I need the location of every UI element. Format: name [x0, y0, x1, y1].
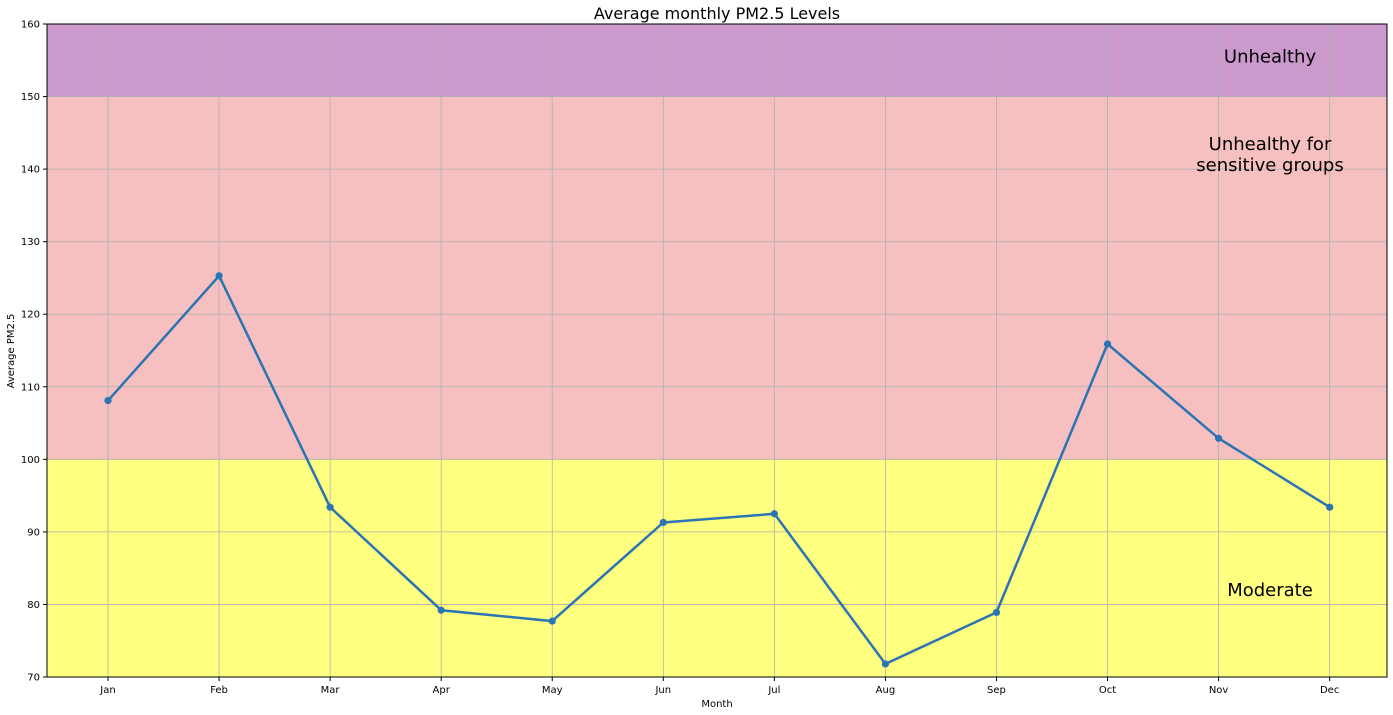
y-axis-ticks: 70 80 90 100 110 120 130 140 150 160: [21, 20, 47, 684]
y-tick-label: 100: [21, 455, 40, 466]
x-axis-label: Month: [701, 699, 732, 710]
data-point-mar: [326, 503, 334, 511]
series-layer: [104, 272, 1334, 668]
data-point-dec: [1326, 503, 1334, 511]
data-point-apr: [437, 606, 445, 614]
x-tick-label-sep: Sep: [987, 685, 1006, 696]
data-point-jun: [659, 518, 667, 527]
aqi-band-1: [47, 96, 1387, 460]
x-tick-label-mar: Mar: [321, 685, 341, 696]
data-point-nov: [1215, 434, 1223, 442]
data-point-feb: [215, 272, 223, 280]
y-tick-label: 160: [21, 20, 40, 31]
aqi-band-2: [47, 24, 1387, 97]
y-tick-label: 140: [21, 165, 40, 176]
x-tick-label-oct: Oct: [1099, 685, 1116, 696]
data-point-oct: [1103, 340, 1112, 348]
x-tick-label-nov: Nov: [1209, 685, 1229, 696]
data-point-jul: [770, 510, 778, 518]
data-point-may: [548, 617, 556, 625]
plot-frame: [46, 23, 1388, 678]
y-tick-label: 80: [27, 600, 40, 611]
chart-title: Average monthly PM2.5 Levels: [594, 4, 840, 23]
data-point-aug: [881, 660, 890, 668]
x-tick-label-dec: Dec: [1320, 685, 1339, 696]
x-tick-label-apr: Apr: [433, 685, 451, 696]
y-axis-label: Average PM2.5: [6, 314, 17, 389]
band-label-1-0: Unhealthy for: [1209, 134, 1332, 155]
x-tick-label-jul: Jul: [767, 685, 780, 696]
band-label-0-0: Moderate: [1227, 580, 1313, 601]
band-label-2-0: Unhealthy: [1224, 47, 1317, 68]
x-tick-label-aug: Aug: [876, 685, 896, 696]
x-tick-label-jan: Jan: [99, 685, 115, 696]
x-tick-label-feb: Feb: [210, 685, 228, 696]
y-tick-label: 70: [27, 673, 40, 684]
aqi-bands: [47, 24, 1387, 677]
x-axis-ticks: Jan Feb Mar Apr May Jun Jul Aug Sep Oct Nov Dec: [99, 677, 1339, 696]
x-tick-label-jun: Jun: [654, 685, 671, 696]
aqi-band-0: [47, 459, 1387, 677]
y-tick-label: 90: [27, 527, 40, 538]
x-tick-label-may: May: [542, 685, 563, 696]
y-tick-label: 130: [21, 237, 40, 248]
y-tick-label: 110: [21, 382, 40, 393]
y-tick-label: 120: [21, 310, 40, 321]
y-tick-label: 150: [21, 92, 40, 103]
data-point-sep: [992, 608, 1001, 617]
series-line: [107, 274, 1331, 666]
data-point-jan: [104, 396, 112, 405]
band-label-1-1: sensitive groups: [1196, 155, 1343, 176]
